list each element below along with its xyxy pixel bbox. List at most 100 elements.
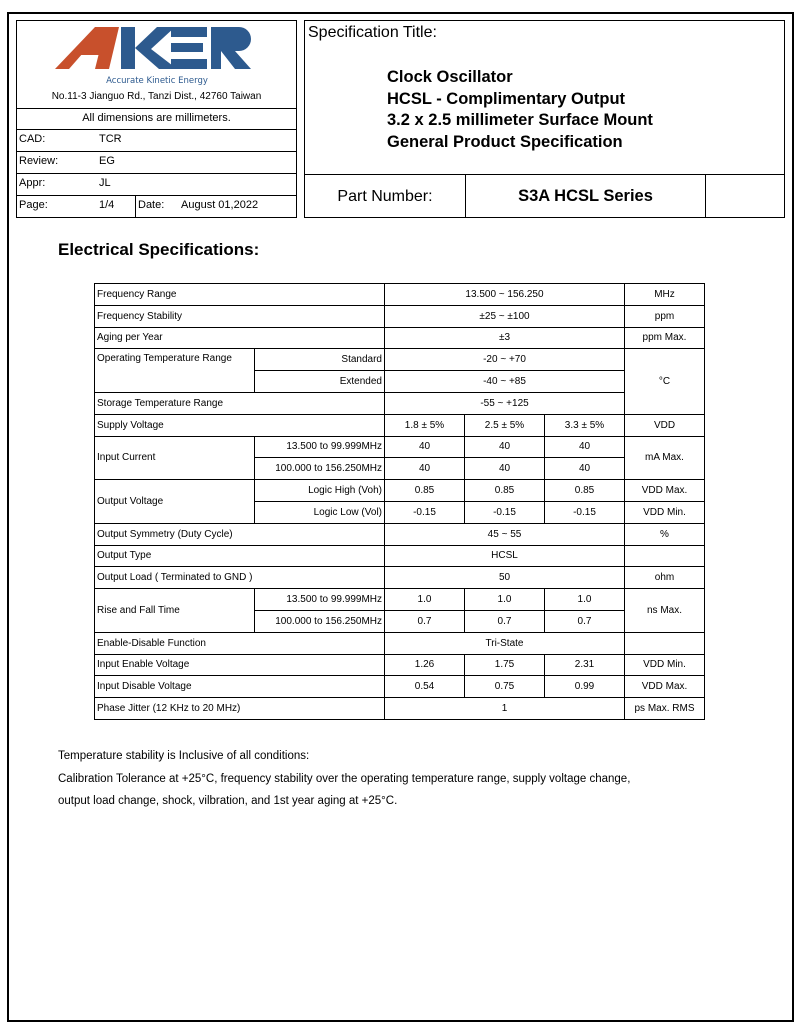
table-cell: -20 ~ +70: [384, 348, 625, 372]
table-cell: 40: [384, 435, 465, 459]
table-row: Extended -40 ~ +85: [95, 370, 705, 393]
table-row: Output Voltage Logic High (Voh) 0.85 0.85 0.…: [94, 479, 705, 524]
table-cell: 2.31: [544, 653, 625, 677]
spec-title-label: Specification Title:: [308, 24, 437, 41]
table-cell: -55 ~ +125: [384, 391, 625, 415]
table-cell: VDD Max.: [624, 479, 705, 502]
dimensions-note: All dimensions are millimeters.: [17, 108, 296, 129]
table-cell: 0.54: [384, 675, 465, 699]
table-cell: 40: [384, 457, 465, 481]
table-cell: Aging per Year: [94, 326, 385, 350]
table-cell: Operating Temperature Range: [94, 348, 255, 393]
table-cell: Supply Voltage: [94, 413, 385, 437]
table-row: Aging per Year ±3 ppm Max.: [94, 326, 705, 350]
table-cell: Input Enable Voltage: [94, 653, 385, 677]
table-cell: Input Current: [94, 435, 255, 481]
table-row: Phase Jitter (12 KHz to 20 MHz) 1 ps Max. …: [94, 697, 705, 720]
table-cell: Phase Jitter (12 KHz to 20 MHz): [94, 697, 385, 720]
table-cell: Logic High (Voh): [254, 479, 385, 502]
table-cell: 40: [464, 457, 545, 481]
table-cell: Frequency Range: [94, 283, 385, 306]
table-cell: 100.000 to 156.250MHz: [254, 457, 385, 481]
table-row: Output Symmetry (Duty Cycle) 45 ~ 55%: [94, 522, 705, 546]
table-cell: 0.7: [464, 609, 545, 633]
table-cell: ppm: [624, 304, 705, 328]
table-cell: ±3: [384, 326, 625, 350]
table-cell: 0.7: [544, 609, 625, 633]
table-cell: VDD Max.: [624, 675, 705, 699]
table-row: Storage Temperature Range -55 ~ +125: [94, 391, 705, 415]
table-cell: 13.500 to 99.999MHz: [254, 588, 385, 611]
part-number-row: Part Number: S3A HCSL Series: [305, 174, 784, 218]
part-number-label: Part Number:: [337, 187, 433, 205]
company-info-box: Accurate Kinetic Energy No.11-3 Jianguo …: [16, 20, 297, 218]
table-cell: Rise and Fall Time: [94, 588, 255, 633]
table-cell: HCSL: [384, 544, 625, 568]
company-address: No.11-3 Jianguo Rd., Tanzi Dist., 42760 …: [51, 91, 262, 102]
table-cell: 45 ~ 55: [384, 522, 625, 546]
table-cell: Output Symmetry (Duty Cycle): [94, 522, 385, 546]
table-cell: 3.3 ± 5%: [544, 413, 625, 437]
cad-row: CAD: TCR: [17, 129, 296, 151]
table-cell: 50: [384, 566, 625, 590]
table-row: Output Load ( Terminated to GND ) 50 ohm: [94, 566, 705, 590]
table-cell: 1: [384, 697, 625, 720]
table-cell: Logic Low (Vol): [254, 500, 385, 524]
table-cell: 1.0: [544, 588, 625, 611]
section-title: Electrical Specifications:: [58, 240, 260, 259]
table-cell: 0.85: [464, 479, 545, 502]
table-cell: 40: [544, 457, 625, 481]
table-cell: 0.85: [544, 479, 625, 502]
table-row: Operating Temperature Range Standard -20 ~…: [94, 348, 705, 415]
table-cell: Storage Temperature Range: [94, 391, 385, 415]
table-cell: Standard: [254, 348, 385, 372]
electrical-spec-table: Frequency Range 13.500 ~ 156.250 MHz Frequ…: [94, 283, 705, 720]
table-cell: 0.75: [464, 675, 545, 699]
table-cell: 40: [464, 435, 545, 459]
table-cell: 100.000 to 156.250MHz: [254, 609, 385, 633]
table-cell: -0.15: [544, 500, 625, 524]
spec-title-box: Specification Title: Clock Oscillator HCS…: [304, 20, 785, 218]
table-row: Frequency Stability ±25 ~ ±100 ppm: [94, 304, 705, 328]
table-cell: 1.0: [384, 588, 465, 611]
table-row: Output Type HCSL: [94, 544, 705, 568]
table-row: Input Enable Voltage 1.26 1.75 2.31 VDD Min.: [94, 653, 705, 677]
table-cell: ns Max.: [624, 588, 705, 633]
table-cell: Tri-State: [384, 631, 625, 655]
table-cell: 1.26: [384, 653, 465, 677]
review-row: Review: EG: [17, 151, 296, 173]
table-cell: mA Max.: [624, 435, 705, 481]
table-row: Input Current 13.500 to 99.999MHz 40 40 40 mA…: [94, 435, 705, 481]
part-number-value: S3A HCSL Series: [465, 175, 706, 218]
page-date-row: Page: 1/4 Date: August 01,2022: [17, 195, 296, 218]
table-cell: VDD Min.: [624, 653, 705, 677]
table-cell: ppm Max.: [624, 326, 705, 350]
table-cell: °C: [624, 348, 705, 415]
spec-titles: Clock Oscillator HCSL - Complimentary Out…: [387, 68, 653, 151]
table-cell: 0.85: [384, 479, 465, 502]
table-cell: VDD: [624, 413, 705, 437]
table-row: Frequency Range 13.500 ~ 156.250 MHz: [94, 283, 705, 306]
table-cell: 13.500 ~ 156.250: [384, 283, 625, 306]
table-cell: MHz: [624, 283, 705, 306]
table-row: Enable-Disable Function Tri-State: [94, 631, 705, 655]
notes: Temperature stability is Inclusive of al…: [58, 750, 631, 807]
table-cell: Input Disable Voltage: [94, 675, 385, 699]
table-row: Input Disable Voltage 0.54 0.75 0.99 VDD Max…: [94, 675, 705, 699]
table-cell: 13.500 to 99.999MHz: [254, 435, 385, 459]
table-cell: -0.15: [384, 500, 465, 524]
table-cell: Output Type: [94, 544, 385, 568]
table-cell: 0.99: [544, 675, 625, 699]
appr-row: Appr: JL: [17, 173, 296, 195]
table-cell: 1.8 ± 5%: [384, 413, 465, 437]
table-row: Rise and Fall Time 13.500 to 99.999MHz 1.0…: [94, 588, 705, 633]
table-cell: 40: [544, 435, 625, 459]
table-cell: Frequency Stability: [94, 304, 385, 328]
table-cell: 2.5 ± 5%: [464, 413, 545, 437]
table-cell: ohm: [624, 566, 705, 590]
table-cell: 1.0: [464, 588, 545, 611]
table-cell: Output Voltage: [94, 479, 255, 524]
table-cell: Enable-Disable Function: [94, 631, 385, 655]
table-row: 100.000 to 156.250MHz 0.7 0.7 0.7: [95, 609, 705, 633]
table-cell: ±25 ~ ±100: [384, 304, 625, 328]
